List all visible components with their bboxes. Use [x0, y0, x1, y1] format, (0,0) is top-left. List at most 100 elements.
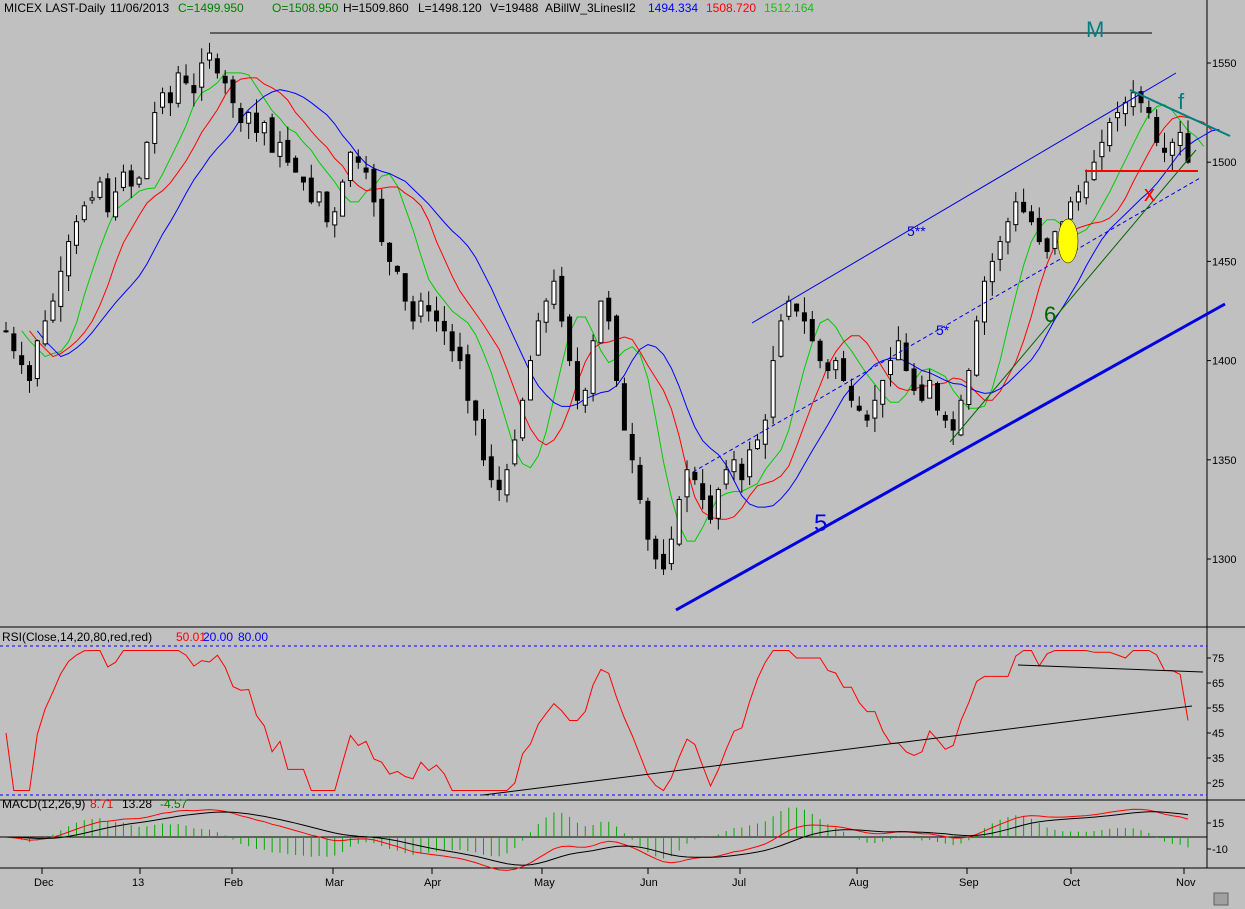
candle-body [26, 365, 32, 381]
candle-body [363, 167, 369, 173]
price-candle [199, 48, 205, 101]
price-candle [1083, 169, 1089, 205]
price-candle [277, 131, 283, 168]
price-candle [89, 190, 95, 204]
candle-body [927, 379, 933, 399]
price-candle [731, 450, 737, 481]
candle-body [1005, 221, 1011, 243]
candle-body [504, 469, 510, 496]
price-candle [324, 191, 330, 228]
candle-body [911, 368, 917, 391]
candle-body [128, 170, 134, 187]
rsi-tick-label: 35 [1212, 753, 1224, 765]
date-tick-label: Sep [959, 877, 979, 889]
candle-body [285, 139, 291, 163]
price-candle [762, 414, 768, 459]
candle-body [183, 75, 189, 84]
price-candle [864, 410, 870, 427]
price-candle [614, 314, 620, 387]
price-candle [629, 422, 635, 474]
date-tick-label: Jul [732, 877, 746, 889]
price-candle [833, 357, 839, 380]
candle-body [590, 340, 596, 394]
candle-body [1130, 92, 1136, 108]
candle-body [1169, 141, 1175, 156]
candle-body [480, 418, 486, 461]
indicator-red-value: 1508.720 [706, 1, 756, 15]
candle-body [817, 340, 823, 362]
price-candle [426, 291, 432, 322]
highlight-marker [1057, 218, 1079, 264]
scroll-box[interactable] [1213, 892, 1229, 906]
price-candle [152, 101, 158, 154]
candle-body [872, 399, 878, 419]
candle-body [708, 495, 714, 520]
price-candle [465, 344, 471, 414]
price-candle [668, 526, 674, 571]
price-candle [512, 429, 518, 467]
ma-blue-line [36, 89, 1220, 508]
price-candle [1099, 129, 1105, 172]
price-candle [379, 189, 385, 246]
price-candle [794, 303, 800, 317]
price-candle [551, 269, 557, 310]
price-candle [347, 150, 353, 187]
price-candle [715, 487, 721, 530]
candle-body [214, 58, 220, 74]
rsi-tick-label: 45 [1212, 728, 1224, 740]
date-tick-label: 13 [132, 877, 144, 889]
candle-body [113, 191, 119, 218]
price-candle [1028, 205, 1034, 226]
price-candle [246, 111, 252, 139]
candle-body [379, 198, 385, 243]
price-candle [856, 396, 862, 412]
price-tick-label: 1450 [1212, 256, 1236, 268]
candle-body [551, 280, 557, 305]
price-candle [880, 379, 886, 418]
price-candle [332, 207, 338, 238]
candle-body [543, 300, 549, 323]
price-candle [402, 273, 408, 311]
price-candle [590, 334, 596, 402]
rsi-tick-label: 25 [1212, 778, 1224, 790]
price-candle [128, 164, 134, 199]
price-candle [26, 361, 32, 393]
price-candle [183, 64, 189, 85]
price-candle [747, 441, 753, 486]
candle-body [426, 305, 432, 312]
candle-body [191, 85, 197, 94]
price-candle [801, 297, 807, 334]
price-candle [1044, 237, 1050, 259]
price-candle [559, 266, 565, 328]
price-candle [387, 242, 393, 276]
price-candle [911, 363, 917, 396]
price-candle [520, 397, 526, 442]
channel-upper-line [751, 72, 1177, 324]
candle-body [97, 181, 103, 198]
price-candle [144, 140, 150, 180]
open-value: O=1508.950 [272, 1, 339, 15]
rsi-falling-trendline [1017, 664, 1204, 673]
price-candle [1177, 120, 1183, 156]
price-candle [1005, 217, 1011, 255]
macd-tick-label: 15 [1212, 818, 1224, 830]
candle-body [997, 241, 1003, 260]
macd-signal-value: 13.28 [122, 797, 152, 811]
candle-body [1138, 91, 1144, 104]
candle-body [739, 463, 745, 481]
candle-body [332, 211, 338, 226]
price-candle [888, 347, 894, 387]
price-candle [621, 377, 627, 431]
price-candle [817, 338, 823, 369]
price-candle [848, 378, 854, 408]
annotation-x: x [1144, 181, 1155, 206]
date-tick-label: Feb [224, 877, 243, 889]
candle-body [895, 340, 901, 361]
rsi-axis: 25 35 45 55 65 75 [1207, 653, 1224, 790]
candle-body [919, 384, 925, 401]
price-candle [927, 369, 933, 399]
candle-body [473, 400, 479, 421]
price-candle [676, 496, 682, 547]
